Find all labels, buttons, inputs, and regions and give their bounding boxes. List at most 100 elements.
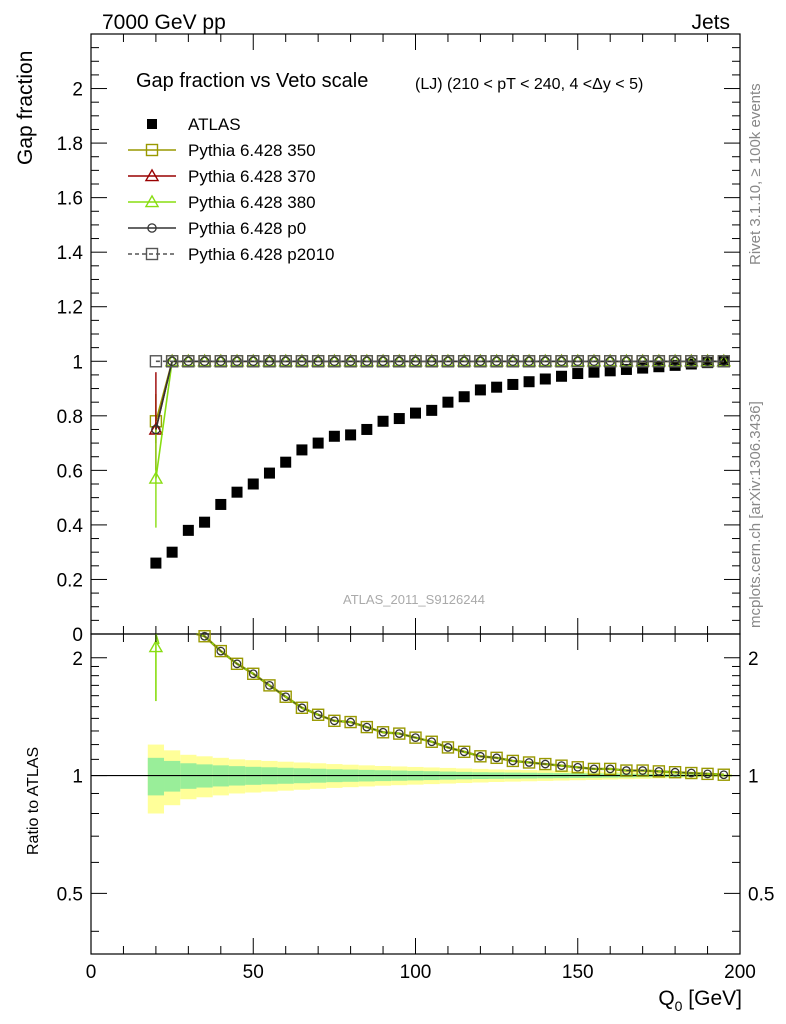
- y-tick-label: 1: [72, 352, 83, 373]
- mc-data-point: [457, 355, 471, 368]
- atlas-data-point: [702, 357, 714, 369]
- atlas-data-point: [199, 516, 211, 528]
- mc-data-point: [490, 355, 503, 368]
- ratio-marker-p0: [540, 759, 550, 769]
- ratio-marker-350: [344, 715, 357, 729]
- series-pythia-6-428-p2010: [149, 355, 730, 368]
- atlas-data-point: [263, 467, 275, 479]
- ratio-marker-p0: [703, 769, 712, 779]
- legend-item: Pythia 6.428 p0: [128, 219, 306, 238]
- mc-data-point: [198, 355, 211, 368]
- ratio-marker-350: [668, 766, 682, 779]
- x-axis-label-main: Q: [658, 987, 674, 1010]
- ratio-marker-350: [620, 764, 633, 777]
- mc-data-point: [621, 356, 632, 367]
- mc-data-point: [571, 355, 584, 368]
- ratio-marker-p0: [346, 717, 356, 727]
- rivet-version-label: Rivet 3.1.10, ≥ 100k events: [747, 83, 764, 265]
- atlas-data-point: [393, 413, 405, 425]
- mc-data-point: [555, 355, 568, 368]
- legend-item: Pythia 6.428 350: [128, 141, 316, 160]
- ratio-marker-350: [441, 741, 455, 754]
- ratio-marker-350: [701, 767, 714, 781]
- mc-data-point: [685, 355, 698, 368]
- ratio-marker-p0: [313, 710, 323, 720]
- x-tick-label: 150: [562, 962, 594, 983]
- ratio-marker-p0: [427, 737, 437, 747]
- main-y-axis-label: Gap fraction: [14, 51, 37, 165]
- ratio-marker-350: [376, 726, 390, 739]
- y-tick-label: 1.4: [57, 243, 84, 264]
- mc-data-point: [167, 356, 177, 367]
- mc-data-point: [360, 355, 374, 368]
- ratio-marker-350: [506, 754, 520, 768]
- legend-item: ATLAS: [147, 115, 241, 134]
- mc-data-point: [247, 355, 260, 368]
- ratio-marker-p0: [654, 766, 664, 776]
- ratio-y-axis: 0.5 0.5 1 1 2 2: [57, 649, 774, 932]
- atlas-data-point: [507, 378, 519, 390]
- x-tick-label: 100: [400, 962, 432, 983]
- mc-data-point: [409, 355, 422, 368]
- legend-marker: [144, 194, 160, 208]
- ratio-y-tick-label-right: 0.5: [748, 884, 774, 905]
- atlas-data-point: [442, 396, 454, 408]
- ratio-y-tick-label-right: 2: [748, 649, 759, 670]
- ratio-marker-p0: [200, 631, 209, 641]
- ratio-y-axis-label: Ratio to ATLAS: [25, 747, 42, 855]
- ratio-marker-350: [539, 757, 552, 771]
- legend-item: Pythia 6.428 370: [128, 167, 316, 186]
- ratio-marker-350: [409, 731, 422, 744]
- legend-label: ATLAS: [188, 115, 241, 134]
- atlas-data-point: [426, 404, 438, 416]
- y-tick-label: 0: [72, 625, 83, 646]
- ratio-marker-p0: [573, 762, 583, 772]
- ratio-marker-p0: [670, 767, 680, 777]
- chart-subtitle: (LJ) (210 < pT < 240, 4 <Δy < 5): [415, 76, 643, 93]
- ratio-marker-350: [311, 708, 325, 721]
- mc-data-point: [216, 356, 226, 367]
- ratio-y-tick-label: 1: [72, 767, 83, 788]
- ratio-marker-p0: [232, 659, 242, 669]
- mc-data-point: [426, 356, 437, 367]
- y-tick-label: 0.4: [57, 516, 84, 537]
- mc-data-point: [441, 355, 455, 368]
- mc-data-point: [668, 355, 682, 368]
- inner-band-bin: [147, 757, 165, 796]
- ratio-marker-p0: [281, 692, 291, 702]
- mc-data-point: [214, 355, 228, 368]
- ratio-marker-350: [214, 644, 228, 658]
- legend-marker: [145, 247, 159, 261]
- mc-data-point: [701, 355, 714, 368]
- ratio-marker-350: [393, 727, 406, 740]
- ratio-marker-350: [571, 761, 584, 774]
- mc-data-point: [376, 355, 390, 368]
- ratio-marker-p0: [508, 756, 518, 766]
- ratio-panel: 0.5 0.5 1 1 2 2 0 50 100 150 200 Ratio to ATLAS Q…: [25, 630, 774, 1014]
- mc-data-point: [652, 355, 666, 368]
- legend-label: Pythia 6.428 350: [188, 141, 316, 160]
- ratio-marker-p0: [459, 747, 469, 757]
- ratio-y-tick-label: 0.5: [57, 884, 83, 905]
- legend-label: Pythia 6.428 p2010: [188, 245, 335, 264]
- atlas-data-point: [572, 368, 584, 380]
- y-tick-label: 1.6: [57, 189, 83, 210]
- mc-data-point: [165, 355, 179, 368]
- ratio-marker-350: [295, 701, 309, 714]
- atlas-data-point: [620, 363, 632, 375]
- ratio-marker-p0: [605, 764, 615, 774]
- mc-data-point: [264, 356, 275, 367]
- atlas-data-point: [231, 486, 243, 498]
- mc-data-point: [328, 355, 341, 368]
- mc-data-point: [572, 356, 583, 367]
- legend-marker: [144, 168, 160, 182]
- legend-item: Pythia 6.428 p2010: [128, 245, 335, 264]
- ratio-marker-350: [230, 657, 244, 671]
- ratio-marker-350: [604, 762, 617, 776]
- chart-title: Gap fraction vs Veto scale: [136, 70, 368, 92]
- atlas-data-point: [377, 415, 389, 427]
- ratio-y-tick-label: 2: [72, 649, 83, 670]
- legend-label: Pythia 6.428 380: [188, 193, 316, 212]
- ratio-marker-350: [490, 751, 503, 765]
- header-jets-label: Jets: [691, 11, 730, 34]
